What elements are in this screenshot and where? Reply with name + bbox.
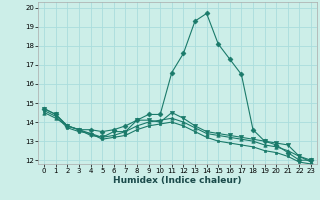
X-axis label: Humidex (Indice chaleur): Humidex (Indice chaleur): [113, 176, 242, 185]
